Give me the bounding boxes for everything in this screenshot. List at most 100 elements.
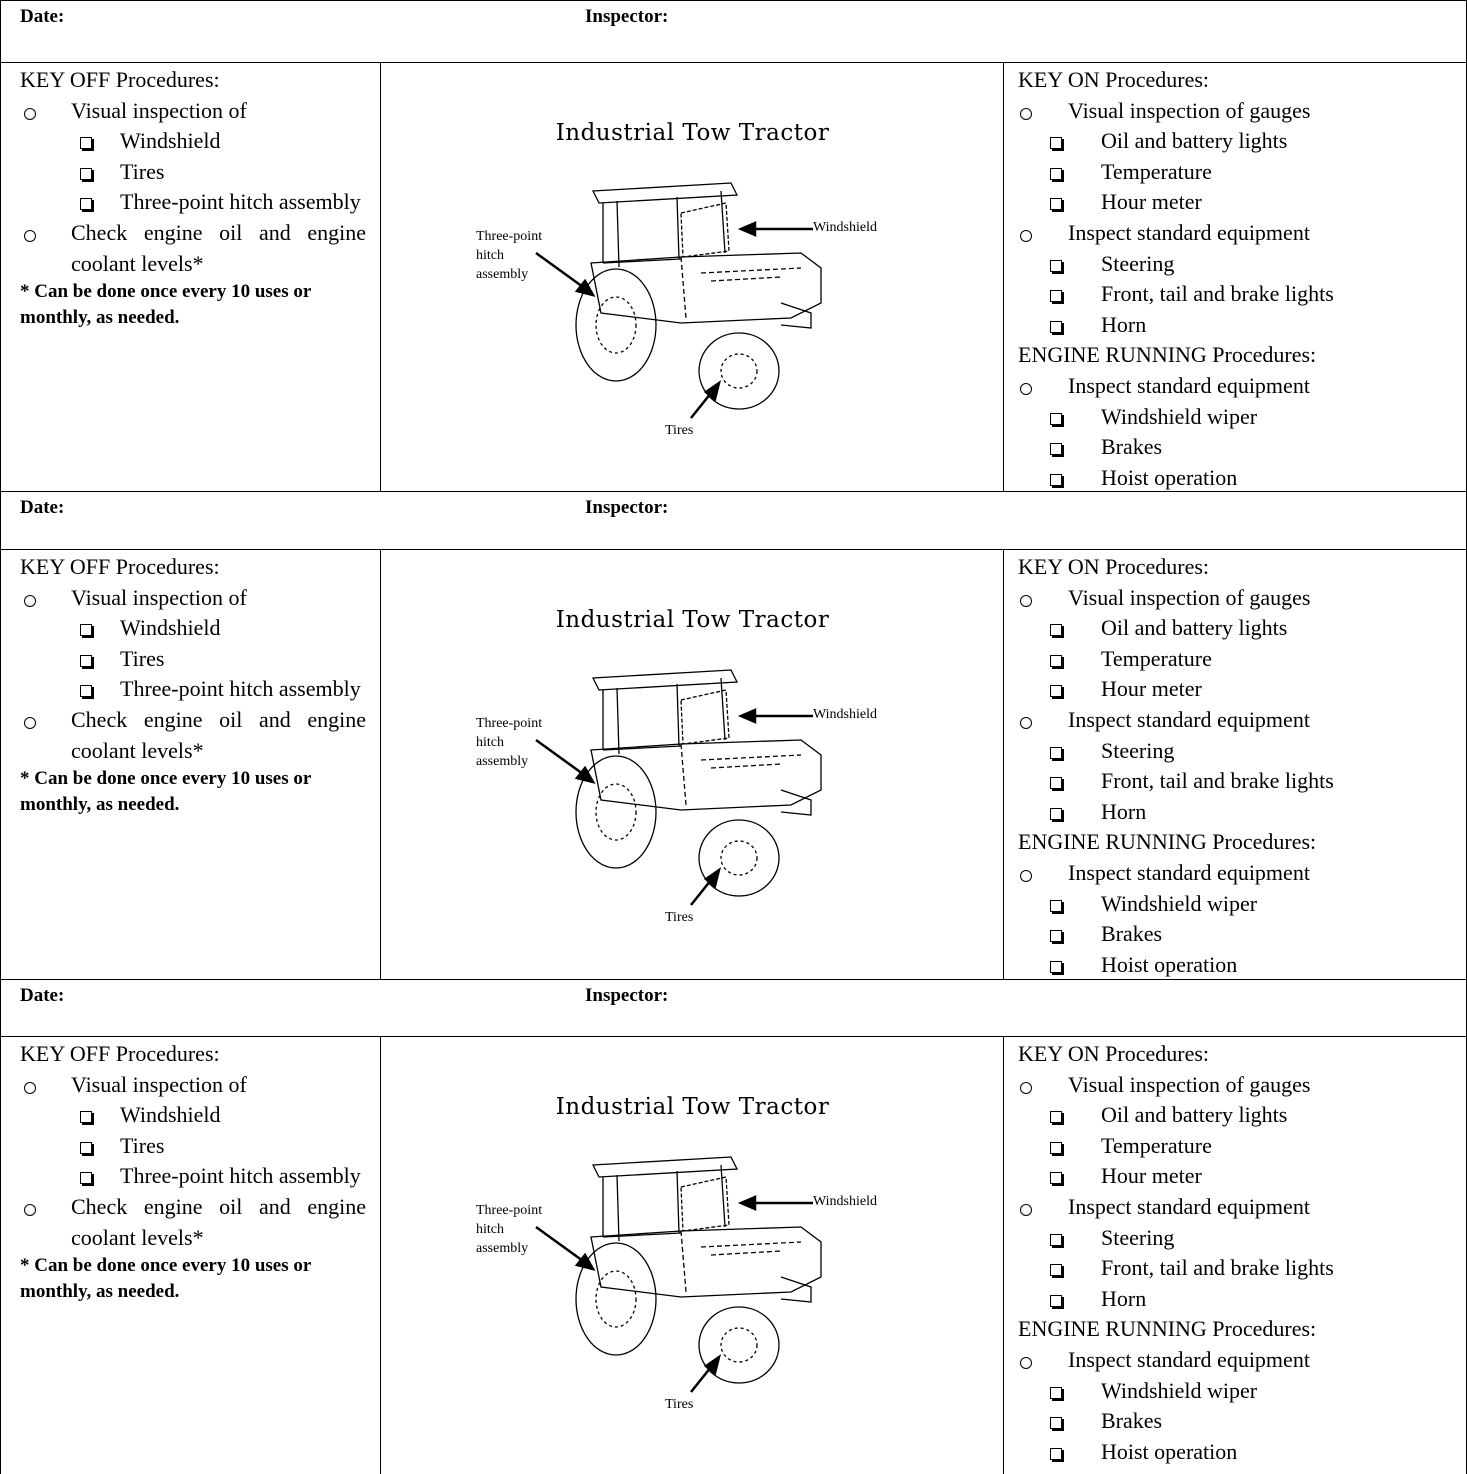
checkbox <box>1050 624 1062 637</box>
figure-label: Three-point hitch assembly <box>476 716 543 769</box>
checkbox <box>1050 685 1062 698</box>
checkbox <box>80 1172 92 1185</box>
item-text: Inspect standard equipment <box>1068 219 1310 245</box>
key-off-column: KEY OFF Procedures: Visual inspection of W… <box>1 63 381 492</box>
checklist-item: Temperature <box>1018 644 1460 675</box>
bullet <box>24 1081 36 1094</box>
checklist-item: Front, tail and brake lights <box>1018 1253 1460 1284</box>
figure-column: Industrial Tow Tractor Three-point hitch… <box>381 1037 1004 1474</box>
checkbox <box>1050 198 1062 211</box>
bullet <box>24 594 36 607</box>
checkbox <box>1050 1417 1062 1430</box>
checkbox <box>1050 1172 1062 1185</box>
checklist-item: Three-point hitch assembly <box>20 187 366 218</box>
checkbox <box>1050 960 1062 973</box>
figure-label: Windshield <box>813 1194 877 1209</box>
item-text: Windshield wiper <box>1101 890 1258 916</box>
list-item: Visual inspection of <box>20 583 366 614</box>
figure-title: Industrial Tow Tractor <box>555 1094 830 1120</box>
checkbox <box>1050 167 1062 180</box>
checkbox <box>1050 746 1062 759</box>
section-heading: KEY ON Procedures: <box>1018 1041 1210 1066</box>
item-text: Inspect standard equipment <box>1068 1193 1310 1219</box>
section-heading: KEY ON Procedures: <box>1018 67 1210 92</box>
checklist-item: Brakes <box>1018 919 1460 950</box>
footnote: * Can be done once every 10 uses or mont… <box>20 1255 311 1303</box>
checkbox <box>80 654 92 667</box>
list-item: Visual inspection of gauges <box>1018 1070 1460 1101</box>
list-item: Visual inspection of gauges <box>1018 96 1460 127</box>
checkbox <box>1050 1141 1062 1154</box>
checklist-item: Hour meter <box>1018 1161 1460 1192</box>
item-text: Tires <box>120 158 165 184</box>
bullet <box>1020 1081 1032 1094</box>
item-text: Temperature <box>1101 1132 1212 1158</box>
checklist-item: Windshield <box>20 126 366 157</box>
checkbox <box>80 1141 92 1154</box>
item-text: Brakes <box>1101 921 1163 947</box>
checkbox <box>1050 1447 1062 1460</box>
item-text: Brakes <box>1101 1408 1163 1434</box>
item-text: Visual inspection of <box>71 1071 247 1097</box>
checkbox <box>1050 1264 1062 1277</box>
section-heading: KEY ON Procedures: <box>1018 554 1210 579</box>
item-text: Temperature <box>1101 645 1212 671</box>
item-text: Visual inspection of gauges <box>1068 584 1311 610</box>
checklist-item: Temperature <box>1018 157 1460 188</box>
bullet <box>24 1203 36 1216</box>
bullet <box>1020 107 1032 120</box>
footnote: * Can be done once every 10 uses or mont… <box>20 281 311 329</box>
bullet <box>24 107 36 120</box>
item-text: Front, tail and brake lights <box>1101 768 1334 794</box>
list-item: Inspect standard equipment <box>1018 371 1460 402</box>
item-text: Steering <box>1101 737 1175 763</box>
inspector-label: Inspector: <box>585 6 669 27</box>
section-heading: KEY OFF Procedures: <box>20 1041 220 1066</box>
bullet <box>24 716 36 729</box>
inspection-block: Date: Inspector: KEY OFF Procedures: Visual… <box>0 491 1467 980</box>
figure-column: Industrial Tow Tractor Three-point hitch… <box>381 550 1004 980</box>
checklist-item: Hoist operation <box>1018 1437 1460 1468</box>
bullet <box>1020 1356 1032 1369</box>
checkbox <box>1050 290 1062 303</box>
bullet <box>1020 716 1032 729</box>
checklist-item: Steering <box>1018 736 1460 767</box>
date-label: Date: <box>20 985 65 1006</box>
checklist-item: Brakes <box>1018 432 1460 463</box>
bullet <box>1020 1203 1032 1216</box>
checklist-item: Three-point hitch assembly <box>20 1161 366 1192</box>
figure-column: Industrial Tow Tractor Three-point hitch… <box>381 63 1004 492</box>
item-text: Oil and battery lights <box>1101 128 1288 154</box>
bullet <box>1020 594 1032 607</box>
inspector-label: Inspector: <box>585 985 669 1006</box>
checkbox <box>80 198 92 211</box>
list-item: Inspect standard equipment <box>1018 705 1460 736</box>
key-on-column: KEY ON Procedures: Visual inspection of g… <box>1004 1037 1466 1474</box>
checklist-item: Hoist operation <box>1018 463 1460 494</box>
section-heading: KEY OFF Procedures: <box>20 554 220 579</box>
item-text: Check engine oil and engine coolant leve… <box>71 1193 366 1250</box>
checklist-item: Horn <box>1018 310 1460 341</box>
figure-title: Industrial Tow Tractor <box>555 607 830 633</box>
checklist-item: Horn <box>1018 797 1460 828</box>
item-text: Horn <box>1101 1285 1147 1311</box>
list-item: Check engine oil and engine coolant leve… <box>20 218 366 279</box>
list-item: Inspect standard equipment <box>1018 1192 1460 1223</box>
checkbox <box>1050 473 1062 486</box>
item-text: Oil and battery lights <box>1101 615 1288 641</box>
section-heading: ENGINE RUNNING Procedures: <box>1018 1316 1317 1342</box>
item-text: Check engine oil and engine coolant leve… <box>71 706 366 763</box>
list-item: Inspect standard equipment <box>1018 1345 1460 1376</box>
checklist-item: Tires <box>20 644 366 675</box>
list-item: Inspect standard equipment <box>1018 858 1460 889</box>
checklist-item: Front, tail and brake lights <box>1018 279 1460 310</box>
footnote: * Can be done once every 10 uses or mont… <box>20 768 311 816</box>
inspection-block: Date: Inspector: KEY OFF Procedures: Visual… <box>0 0 1467 492</box>
checkbox <box>1050 1294 1062 1307</box>
header-row: Date: Inspector: <box>1 980 1466 1037</box>
checkbox <box>80 137 92 150</box>
key-on-column: KEY ON Procedures: Visual inspection of g… <box>1004 63 1466 492</box>
checklist-item: Oil and battery lights <box>1018 126 1460 157</box>
checklist-item: Windshield <box>20 1100 366 1131</box>
checklist-item: Oil and battery lights <box>1018 613 1460 644</box>
